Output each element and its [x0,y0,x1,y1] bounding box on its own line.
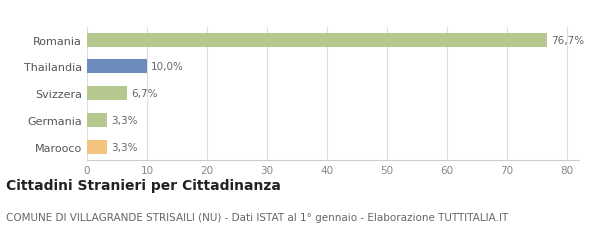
Bar [87,60,147,74]
Bar [87,114,107,128]
Bar [87,140,107,154]
Text: 6,7%: 6,7% [131,89,158,99]
Bar [87,87,127,101]
Text: 10,0%: 10,0% [151,62,184,72]
Text: COMUNE DI VILLAGRANDE STRISAILI (NU) - Dati ISTAT al 1° gennaio - Elaborazione T: COMUNE DI VILLAGRANDE STRISAILI (NU) - D… [6,212,508,222]
Text: 76,7%: 76,7% [551,35,584,45]
Text: 3,3%: 3,3% [111,142,137,152]
Text: 3,3%: 3,3% [111,116,137,125]
Text: Cittadini Stranieri per Cittadinanza: Cittadini Stranieri per Cittadinanza [6,178,281,192]
Bar [87,33,547,47]
